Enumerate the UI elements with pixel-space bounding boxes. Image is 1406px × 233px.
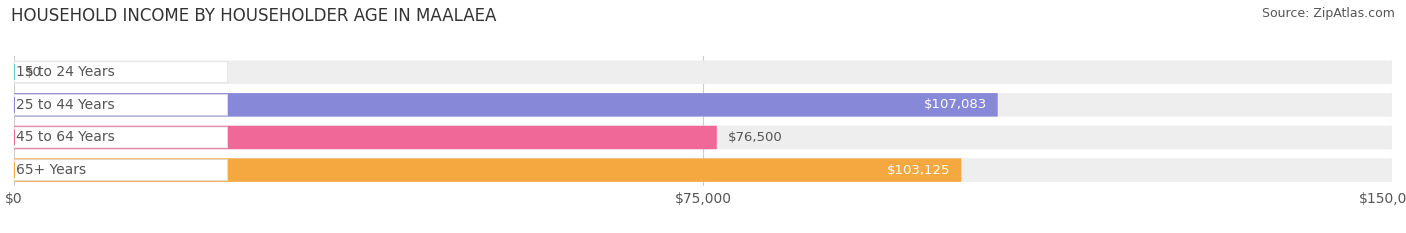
FancyBboxPatch shape [14, 62, 228, 83]
Text: 65+ Years: 65+ Years [15, 163, 86, 177]
FancyBboxPatch shape [14, 158, 1392, 182]
Text: 45 to 64 Years: 45 to 64 Years [15, 130, 115, 144]
Text: $103,125: $103,125 [887, 164, 950, 177]
FancyBboxPatch shape [14, 94, 228, 115]
Text: 15 to 24 Years: 15 to 24 Years [15, 65, 115, 79]
Text: $107,083: $107,083 [924, 98, 987, 111]
FancyBboxPatch shape [14, 126, 717, 149]
FancyBboxPatch shape [14, 127, 228, 148]
Text: $0: $0 [25, 66, 42, 79]
FancyBboxPatch shape [14, 93, 1392, 116]
FancyBboxPatch shape [14, 158, 962, 182]
Text: $76,500: $76,500 [728, 131, 783, 144]
FancyBboxPatch shape [14, 61, 1392, 84]
Text: 25 to 44 Years: 25 to 44 Years [15, 98, 114, 112]
FancyBboxPatch shape [14, 93, 998, 116]
Text: Source: ZipAtlas.com: Source: ZipAtlas.com [1261, 7, 1395, 20]
FancyBboxPatch shape [14, 126, 1392, 149]
FancyBboxPatch shape [14, 160, 228, 181]
Text: HOUSEHOLD INCOME BY HOUSEHOLDER AGE IN MAALAEA: HOUSEHOLD INCOME BY HOUSEHOLDER AGE IN M… [11, 7, 496, 25]
